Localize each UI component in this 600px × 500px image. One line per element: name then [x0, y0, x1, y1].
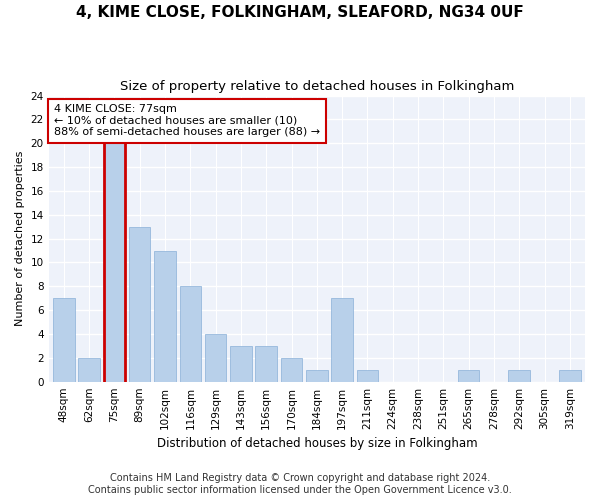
- Title: Size of property relative to detached houses in Folkingham: Size of property relative to detached ho…: [119, 80, 514, 93]
- Bar: [306, 370, 328, 382]
- Y-axis label: Number of detached properties: Number of detached properties: [15, 151, 25, 326]
- Bar: [79, 358, 100, 382]
- Text: Contains HM Land Registry data © Crown copyright and database right 2024.
Contai: Contains HM Land Registry data © Crown c…: [88, 474, 512, 495]
- Bar: [458, 370, 479, 382]
- Text: 4 KIME CLOSE: 77sqm
← 10% of detached houses are smaller (10)
88% of semi-detach: 4 KIME CLOSE: 77sqm ← 10% of detached ho…: [54, 104, 320, 138]
- Bar: [559, 370, 581, 382]
- Bar: [281, 358, 302, 382]
- Bar: [154, 250, 176, 382]
- Bar: [179, 286, 201, 382]
- Bar: [53, 298, 74, 382]
- X-axis label: Distribution of detached houses by size in Folkingham: Distribution of detached houses by size …: [157, 437, 477, 450]
- Bar: [104, 143, 125, 382]
- Bar: [129, 226, 151, 382]
- Bar: [230, 346, 251, 382]
- Bar: [205, 334, 226, 382]
- Bar: [331, 298, 353, 382]
- Bar: [508, 370, 530, 382]
- Bar: [356, 370, 378, 382]
- Text: 4, KIME CLOSE, FOLKINGHAM, SLEAFORD, NG34 0UF: 4, KIME CLOSE, FOLKINGHAM, SLEAFORD, NG3…: [76, 5, 524, 20]
- Bar: [256, 346, 277, 382]
